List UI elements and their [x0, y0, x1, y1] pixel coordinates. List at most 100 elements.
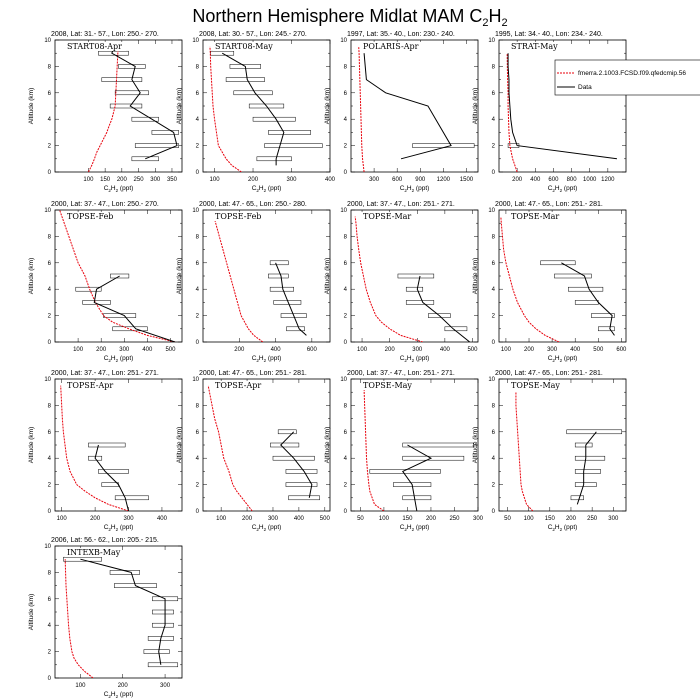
data-range-box: [63, 557, 101, 561]
y-tick-label: 0: [196, 340, 200, 346]
x-tick-label: 300: [412, 347, 423, 353]
x-axis-label: C2H2 (ppt): [548, 185, 578, 193]
y-tick-label: 0: [344, 340, 348, 346]
model-line: [208, 386, 252, 511]
y-axis-label: Altitude (km): [28, 88, 35, 124]
plot-area: [214, 217, 307, 342]
y-tick-label: 2: [48, 650, 52, 656]
panel-title: 2000, Lat: 47.- 65., Lon: 251.- 281.: [199, 370, 307, 377]
y-tick-label: 8: [196, 64, 200, 70]
data-range-box: [286, 327, 304, 331]
x-tick-label: 300: [119, 347, 130, 353]
panel-6: 2000, Lat: 47.- 65., Lon: 250.- 280. 0 2 4 6…: [176, 201, 330, 363]
data-range-box: [571, 496, 584, 500]
x-tick-label: 100: [501, 347, 512, 353]
data-range-box: [575, 469, 600, 473]
x-tick-label: 500: [320, 516, 331, 522]
y-tick-label: 2: [48, 314, 52, 320]
panel-3: 1997, Lat: 35.- 40., Lon: 230.- 240. 0 2 4 6…: [324, 31, 478, 193]
y-axis-label: Altitude (km): [176, 258, 183, 294]
plot-area: [516, 392, 622, 511]
plot-area: [88, 47, 178, 172]
panel-5: 2000, Lat: 37.- 47., Lon: 250.- 270.0246…: [28, 201, 182, 363]
y-tick-label: 2: [196, 144, 200, 150]
data-range-box: [445, 327, 467, 331]
panel-title: 1995, Lat: 34.- 40., Lon: 234.- 240.: [495, 31, 603, 38]
x-tick-label: 800: [567, 177, 578, 183]
y-axis-label: Altitude (km): [28, 258, 35, 294]
y-tick-label: 10: [44, 544, 51, 550]
y-tick-label: 8: [344, 403, 348, 409]
panel-title: 2000, Lat: 47.- 65., Lon: 251.- 281.: [495, 370, 603, 377]
y-tick-label: 6: [492, 91, 496, 97]
data-range-box: [575, 483, 596, 487]
data-line: [94, 276, 175, 342]
x-axis-label: C2H2 (ppt): [104, 691, 134, 699]
x-axis-label: C2H2 (ppt): [548, 355, 578, 363]
data-range-box: [406, 300, 434, 304]
data-range-box: [567, 430, 622, 434]
panel-label: TOPSE-Feb: [67, 212, 113, 221]
data-range-box: [152, 130, 179, 134]
panel-12: 2000, Lat: 47.- 65., Lon: 251.- 281.0246…: [472, 370, 626, 532]
model-line: [88, 47, 118, 172]
data-range-box: [268, 130, 310, 134]
data-range-box: [554, 274, 591, 278]
y-tick-label: 10: [488, 208, 495, 214]
y-tick-label: 10: [192, 377, 199, 383]
y-tick-label: 8: [48, 570, 52, 576]
data-range-box: [270, 443, 299, 447]
y-axis-label: Altitude (km): [28, 427, 35, 463]
data-line: [364, 53, 451, 159]
y-tick-label: 0: [48, 676, 52, 682]
x-tick-label: 300: [608, 516, 619, 522]
y-tick-label: 0: [48, 340, 52, 346]
y-tick-label: 8: [48, 64, 52, 70]
y-tick-label: 0: [48, 509, 52, 515]
x-tick-label: 250: [587, 516, 598, 522]
y-tick-label: 0: [492, 170, 496, 176]
figure-title: Northern Hemisphere Midlat MAM C2H2: [192, 6, 507, 29]
data-range-box: [98, 469, 128, 473]
y-axis-label: Altitude (km): [472, 427, 479, 463]
x-tick-label: 300: [547, 347, 558, 353]
data-range-box: [88, 443, 125, 447]
data-range-box: [257, 157, 292, 161]
x-tick-label: 100: [379, 516, 390, 522]
y-tick-label: 10: [340, 208, 347, 214]
plot-area: [63, 557, 177, 678]
plot-area: [355, 217, 470, 342]
y-axis-label: Altitude (km): [472, 258, 479, 294]
legend-data-label: Data: [578, 84, 592, 91]
y-tick-label: 6: [48, 430, 52, 436]
panel-title: 2006, Lat: 56.- 62., Lon: 205.- 215.: [51, 537, 159, 544]
x-tick-label: 100: [57, 516, 68, 522]
y-tick-label: 4: [196, 287, 200, 293]
data-range-box: [152, 623, 173, 627]
y-axis-label: Altitude (km): [324, 258, 331, 294]
panel-title: 2000, Lat: 37.- 47., Lon: 251.- 271.: [51, 370, 159, 377]
legend-model-label: fmerra.2.1003.FCSD.f09.qfedcmip.56: [578, 70, 686, 77]
x-tick-label: 1200: [437, 177, 451, 183]
plot-area: [210, 47, 322, 172]
x-tick-label: 900: [415, 177, 426, 183]
x-axis-label: C2H2 (ppt): [252, 355, 282, 363]
data-line: [417, 276, 469, 342]
x-tick-label: 200: [426, 516, 437, 522]
x-axis-label: C2H2 (ppt): [400, 185, 430, 193]
model-line: [501, 217, 559, 342]
panel-title: 2000, Lat: 47.- 65., Lon: 250.- 280.: [199, 201, 307, 208]
panel-label: TOPSE-May: [511, 381, 560, 390]
data-range-box: [598, 327, 614, 331]
plot-area: [364, 386, 473, 511]
y-tick-label: 4: [492, 287, 496, 293]
legend-box: [555, 60, 700, 95]
y-axis-label: Altitude (km): [324, 88, 331, 124]
model-line: [61, 386, 129, 511]
data-range-box: [265, 144, 323, 148]
panel-label: START08-Apr: [67, 42, 122, 51]
data-range-box: [286, 483, 317, 487]
panel-label: START08-May: [215, 42, 273, 51]
x-tick-label: 300: [369, 177, 380, 183]
x-tick-label: 100: [210, 177, 221, 183]
